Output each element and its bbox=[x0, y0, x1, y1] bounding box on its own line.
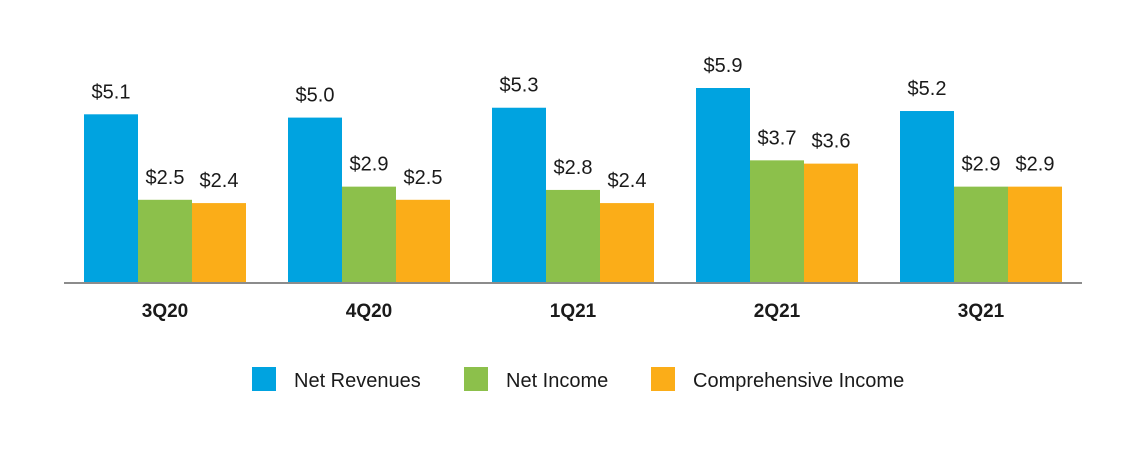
bar-net-revenues-3q20 bbox=[84, 114, 138, 282]
bar-net-income-3q20 bbox=[138, 199, 192, 282]
value-label-net-revenues-4q20: $5.0 bbox=[296, 85, 335, 107]
x-tick-label-1q21: 1Q21 bbox=[550, 301, 597, 322]
legend-label-net-income: Net Income bbox=[506, 370, 608, 392]
value-label-net-income-3q21: $2.9 bbox=[962, 154, 1001, 176]
legend-swatch-net-revenues bbox=[252, 367, 276, 391]
bar-net-income-3q21 bbox=[954, 186, 1008, 282]
x-tick-label-2q21: 2Q21 bbox=[754, 301, 801, 322]
x-tick-label-3q21: 3Q21 bbox=[958, 301, 1005, 322]
value-labels-group: $5.1 $2.5 $2.4 $5.0 $2.9 $2.5 $5.3 $2.8 $2.4 $5.9… bbox=[92, 55, 1055, 192]
value-label-net-revenues-3q21: $5.2 bbox=[908, 78, 947, 100]
bar-comprehensive-income-4q20 bbox=[396, 199, 450, 282]
value-label-comprehensive-income-3q21: $2.9 bbox=[1016, 154, 1055, 176]
legend-swatch-comprehensive-income bbox=[651, 367, 675, 391]
legend-swatch-net-income bbox=[464, 367, 488, 391]
x-tick-label-3q20: 3Q20 bbox=[142, 301, 188, 322]
legend-label-comprehensive-income: Comprehensive Income bbox=[693, 370, 904, 392]
x-tick-labels-group: 3Q20 4Q20 1Q21 2Q21 3Q21 bbox=[142, 301, 1005, 322]
value-label-comprehensive-income-2q21: $3.6 bbox=[812, 131, 851, 153]
value-label-net-income-3q20: $2.5 bbox=[146, 167, 185, 189]
x-tick-label-4q20: 4Q20 bbox=[346, 301, 392, 322]
bar-comprehensive-income-3q20 bbox=[192, 203, 246, 282]
bar-comprehensive-income-3q21 bbox=[1008, 186, 1062, 282]
bar-net-revenues-1q21 bbox=[492, 107, 546, 282]
legend: Net Revenues Net Income Comprehensive Inco… bbox=[252, 367, 904, 392]
value-label-net-revenues-1q21: $5.3 bbox=[500, 75, 539, 97]
value-label-net-revenues-2q21: $5.9 bbox=[704, 55, 743, 77]
bar-comprehensive-income-2q21 bbox=[804, 163, 858, 282]
bar-net-revenues-4q20 bbox=[288, 117, 342, 282]
value-label-net-income-2q21: $3.7 bbox=[758, 127, 797, 149]
value-label-comprehensive-income-3q20: $2.4 bbox=[200, 170, 239, 192]
bar-comprehensive-income-1q21 bbox=[600, 203, 654, 282]
value-label-comprehensive-income-1q21: $2.4 bbox=[608, 170, 647, 192]
legend-label-net-revenues: Net Revenues bbox=[294, 370, 421, 392]
bar-net-income-2q21 bbox=[750, 160, 804, 282]
value-label-net-revenues-3q20: $5.1 bbox=[92, 81, 131, 103]
value-label-net-income-1q21: $2.8 bbox=[554, 157, 593, 179]
bar-net-revenues-2q21 bbox=[696, 88, 750, 282]
value-label-net-income-4q20: $2.9 bbox=[350, 154, 389, 176]
bar-net-revenues-3q21 bbox=[900, 111, 954, 282]
bar-net-income-4q20 bbox=[342, 186, 396, 282]
bars-group bbox=[84, 88, 1062, 282]
bar-net-income-1q21 bbox=[546, 189, 600, 282]
value-label-comprehensive-income-4q20: $2.5 bbox=[404, 167, 443, 189]
